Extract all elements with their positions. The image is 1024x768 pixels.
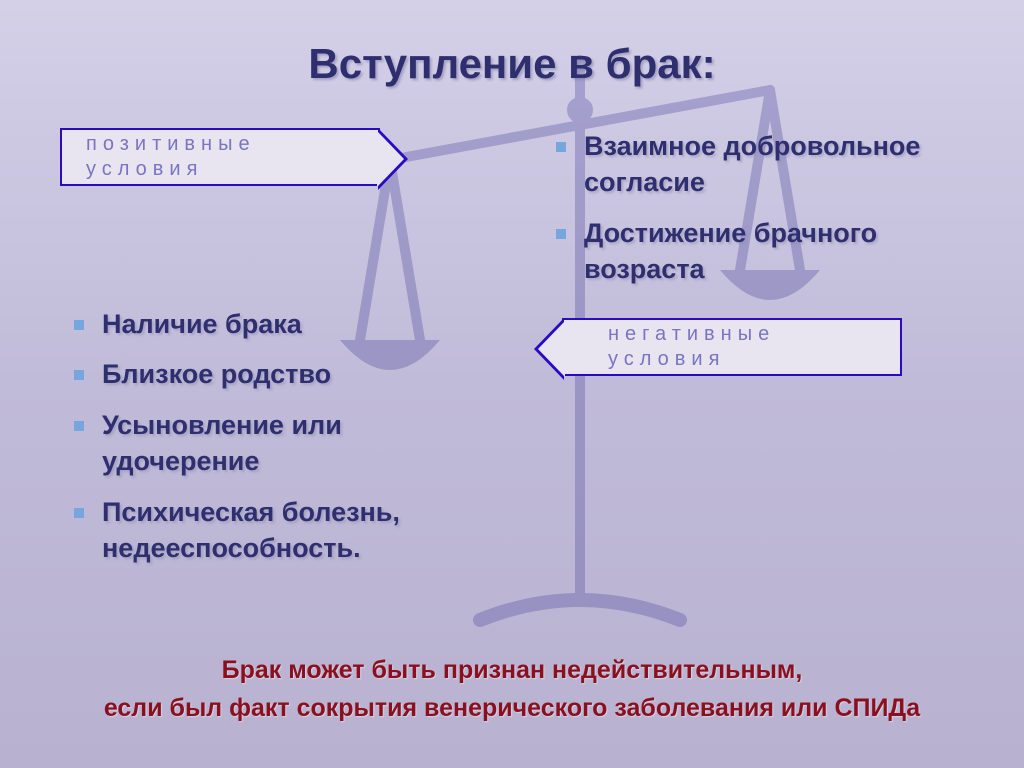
list-item: Усыновление или удочерение [68,407,482,480]
footer-line-2: если был факт сокрытия венерического заб… [30,689,994,728]
left-column: позитивныеусловия Наличие брака Близкое … [60,128,482,581]
list-item: Наличие брака [68,306,482,342]
list-item: Близкое родство [68,356,482,392]
positive-label: позитивныеусловия [86,132,256,182]
positive-conditions-arrow: позитивныеусловия [60,128,380,186]
slide-title: Вступление в брак: [50,40,974,88]
slide-root: Вступление в брак: позитивныеусловия Нал… [0,0,1024,768]
positive-items-list: Взаимное добровольное согласие Достижени… [542,128,964,288]
negative-label: негативныеусловия [608,322,775,372]
list-item: Психическая болезнь, недееспособность. [68,494,482,567]
footer-note: Брак может быть признан недействительным… [0,651,1024,729]
list-item: Достижение брачного возраста [550,215,964,288]
negative-conditions-arrow: негативныеусловия [562,318,902,376]
negative-items-list: Наличие брака Близкое родство Усыновлени… [60,306,482,567]
content-columns: позитивныеусловия Наличие брака Близкое … [50,128,974,581]
list-item: Взаимное добровольное согласие [550,128,964,201]
footer-line-1: Брак может быть признан недействительным… [30,651,994,690]
right-column: Взаимное добровольное согласие Достижени… [542,128,964,581]
